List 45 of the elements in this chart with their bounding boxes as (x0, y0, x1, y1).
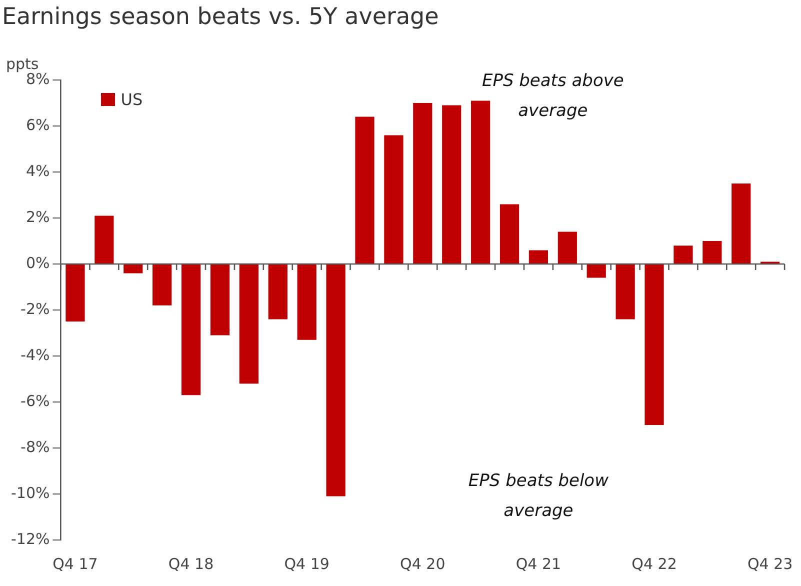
bar (558, 232, 577, 264)
y-tick-label: -10% (10, 484, 50, 502)
y-tick-label: -4% (20, 346, 50, 364)
bar (586, 264, 606, 278)
y-tick-label: -8% (20, 438, 50, 456)
bar (384, 135, 404, 264)
annotation: EPS beats below average (467, 470, 610, 524)
annotation: EPS beats above average (480, 70, 625, 124)
bar (239, 264, 258, 384)
x-tick-label: Q4 20 (400, 554, 446, 573)
bar (732, 184, 751, 264)
y-tick-label: 4% (26, 162, 50, 180)
bar (674, 246, 693, 264)
y-tick-label: 6% (26, 116, 50, 134)
x-tick-label: Q4 17 (52, 554, 98, 573)
x-tick-label: Q4 18 (168, 554, 214, 573)
y-tick-label: -12% (10, 530, 50, 548)
x-tick-label: Q4 21 (516, 554, 562, 573)
x-tick-label: Q4 23 (747, 554, 793, 573)
x-tick-label: Q4 19 (284, 554, 330, 573)
bar (702, 241, 722, 264)
bar (616, 264, 635, 320)
bar (500, 204, 520, 264)
bar (66, 264, 85, 322)
bar (297, 264, 316, 340)
bar (326, 264, 346, 496)
bar (181, 264, 201, 396)
bar (413, 103, 432, 264)
bar (355, 116, 374, 264)
y-tick-label: -2% (20, 300, 50, 318)
x-tick-label: Q4 22 (632, 554, 677, 573)
bar (268, 264, 288, 320)
bar (644, 264, 664, 425)
bar (442, 105, 462, 264)
bar (124, 264, 143, 274)
y-tick-label: -6% (20, 392, 50, 410)
legend-label: US (120, 90, 143, 109)
chart-title: Earnings season beats vs. 5Y average (2, 4, 439, 30)
y-tick-label: 2% (26, 208, 50, 226)
bar (152, 264, 172, 306)
bar (471, 100, 490, 264)
y-tick-label: 0% (26, 254, 50, 272)
bar (210, 264, 230, 336)
bar (528, 250, 548, 264)
bar (94, 216, 114, 264)
